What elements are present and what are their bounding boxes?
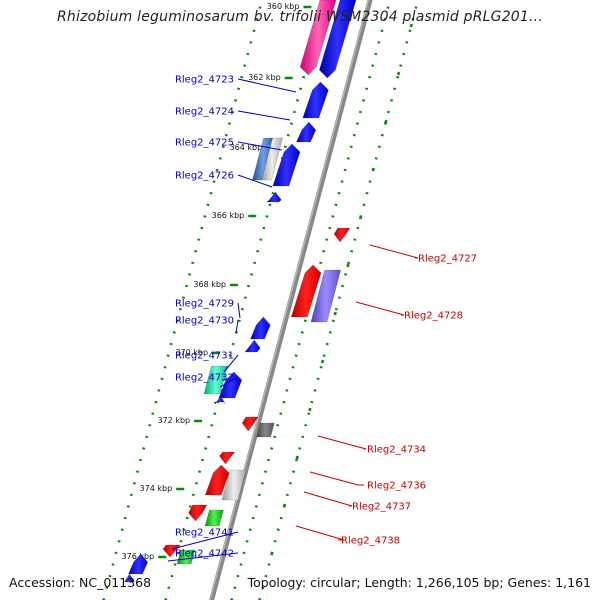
gene-feature	[203, 365, 228, 395]
gene-label-left: Rleg2_4730	[175, 316, 239, 334]
gene-label-left: Rleg2_4732	[175, 373, 239, 388]
gene-feature	[250, 316, 271, 340]
tick-label: 370 kbp	[175, 348, 208, 357]
gene-feature	[204, 464, 230, 496]
svg-text:Rleg2_4742: Rleg2_4742	[175, 549, 234, 560]
svg-text:Rleg2_4726: Rleg2_4726	[175, 171, 234, 182]
gene-label-left: Rleg2_4726	[175, 171, 273, 188]
tick-mark: 370 kbp	[175, 348, 221, 357]
svg-text:Rleg2_4730: Rleg2_4730	[175, 316, 234, 327]
svg-text:Rleg2_4731: Rleg2_4731	[175, 351, 234, 362]
gene-feature	[128, 553, 149, 575]
gene-feature	[244, 339, 261, 353]
gene-label-left: Rleg2_4725	[175, 138, 283, 151]
tick-label: 374 kbp	[140, 484, 173, 493]
tick-mark: 368 kbp	[193, 280, 239, 289]
gene-label-right: Rleg2_4737	[303, 491, 411, 513]
gene-label-right: Rleg2_4727	[369, 244, 477, 265]
tick-mark: 362 kbp	[248, 73, 293, 82]
gene-label-right: Rleg2_4736	[309, 471, 426, 492]
gene-feature	[290, 264, 322, 318]
accession-text: Accession: NC_011368	[9, 575, 152, 590]
svg-text:Rleg2_4736: Rleg2_4736	[367, 481, 426, 492]
tick-label: 366 kbp	[212, 211, 245, 220]
svg-text:Rleg2_4738: Rleg2_4738	[341, 536, 400, 547]
gene-feature	[299, 0, 337, 76]
tick-mark: 376 kbp	[122, 552, 167, 561]
gene-feature	[188, 504, 208, 522]
plasmid-backbone	[209, 0, 373, 600]
gene-label-right: Rleg2_4728	[355, 301, 463, 322]
svg-text:Rleg2_4725: Rleg2_4725	[175, 138, 234, 149]
gene-feature	[256, 422, 275, 438]
tick-label: 360 kbp	[267, 2, 300, 11]
gene-feature	[319, 0, 357, 79]
dotted-tracks	[102, 0, 420, 600]
svg-text:Rleg2_4723: Rleg2_4723	[175, 75, 234, 86]
gene-feature	[221, 469, 247, 501]
gene-feature	[204, 509, 224, 527]
gene-feature	[261, 137, 283, 181]
tick-label: 362 kbp	[248, 73, 281, 82]
tick-label: 368 kbp	[193, 280, 226, 289]
gene-feature	[310, 269, 342, 323]
gene-feature	[333, 227, 351, 243]
topology-info: Topology: circular; Length: 1,266,105 bp…	[247, 575, 591, 590]
tick-mark: 366 kbp	[212, 211, 257, 220]
tick-mark: 374 kbp	[140, 484, 185, 493]
gene-feature	[122, 573, 136, 583]
tick-mark: 360 kbp	[267, 2, 312, 11]
gene-label-left: Rleg2_4724	[175, 107, 291, 121]
gene-feature	[265, 191, 282, 203]
gene-label-left: Rleg2_4729	[175, 299, 241, 319]
map-title: Rhizobium leguminosarum bv. trifolii WSM…	[57, 9, 543, 25]
gene-feature	[241, 416, 259, 432]
gene-feature	[302, 81, 329, 119]
svg-text:Rleg2_4728: Rleg2_4728	[404, 311, 463, 322]
svg-text:Rleg2_4727: Rleg2_4727	[418, 254, 477, 265]
svg-text:Rleg2_4724: Rleg2_4724	[175, 107, 234, 118]
gene-label-right: Rleg2_4734	[317, 435, 426, 456]
gene-labels: Rleg2_4723 Rleg2_4724 Rleg2_4725 Rleg2_4726…	[167, 75, 477, 562]
gene-label-left: Rleg2_4731	[175, 351, 239, 373]
tick-mark: 372 kbp	[158, 416, 203, 425]
gene-label-left: Rleg2_4723	[175, 75, 297, 93]
gene-label-right: Rleg2_4738	[295, 525, 400, 547]
gene-feature	[272, 143, 301, 187]
tick-label: 376 kbp	[122, 552, 155, 561]
svg-text:Rleg2_4741: Rleg2_4741	[175, 528, 234, 539]
gene-features	[122, 0, 357, 583]
tick-label: 372 kbp	[158, 416, 191, 425]
tick-label: 364 kbp	[230, 143, 263, 152]
gene-feature	[213, 395, 226, 405]
gene-feature	[296, 121, 317, 143]
svg-text:Rleg2_4729: Rleg2_4729	[175, 299, 234, 310]
svg-text:Rleg2_4737: Rleg2_4737	[352, 502, 411, 513]
svg-text:Rleg2_4734: Rleg2_4734	[367, 445, 426, 456]
gene-label-left: Rleg2_4742	[167, 549, 239, 562]
gene-label-left: Rleg2_4741	[171, 528, 239, 550]
gene-feature	[219, 451, 236, 465]
svg-text:Rleg2_4732: Rleg2_4732	[175, 373, 234, 384]
